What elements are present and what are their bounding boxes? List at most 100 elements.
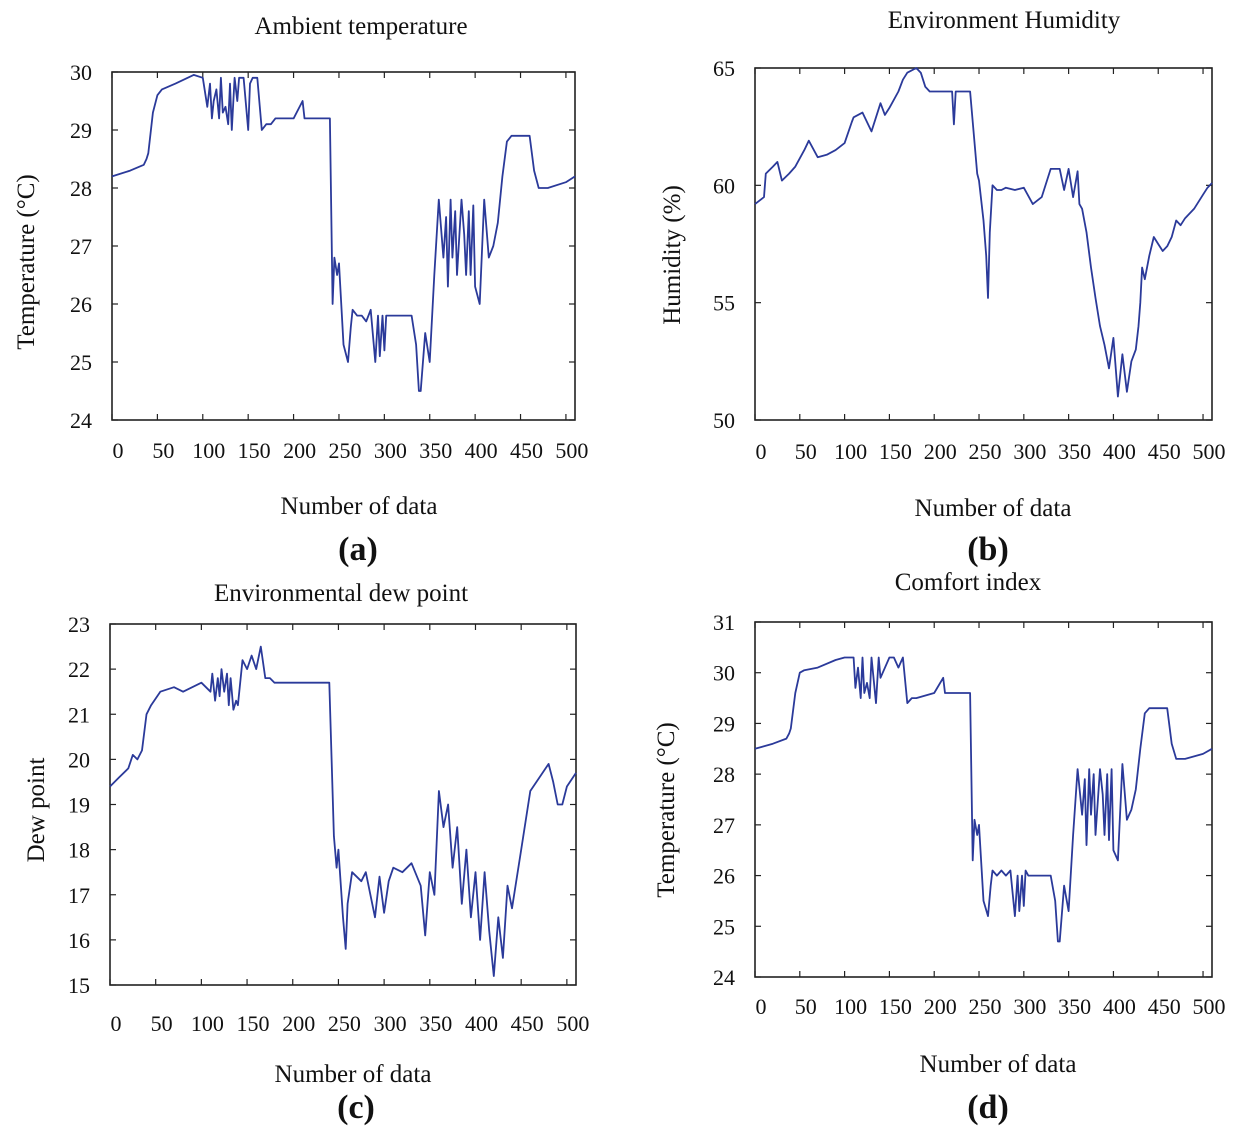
panel-a-x-tick-label-5: 250 [328,438,361,463]
panel-a-x-tick-label-10: 500 [555,438,588,463]
panel-c-y-tick-label-7: 22 [68,657,90,682]
panel-d-y-tick-label-1: 25 [713,914,735,939]
panel-c-title: Environmental dew point [214,580,468,607]
panel-a-y-label: Temperature (°C) [13,174,40,350]
panel-b-x-ticks: 0 50 100 150 200 250 300 350 400 450 500 [754,68,1226,464]
panel-b-label: (b) [967,531,1009,568]
panel-b-x-label: Number of data [915,495,1072,522]
panel-c-x-tick-label-10: 500 [556,1011,589,1036]
panel-d-y-tick-label-2: 26 [713,864,735,889]
panel-d-x-ticks: 0 50 100 150 200 250 300 350 400 450 500 [754,622,1226,1019]
panel-a-y-tick-label-6: 30 [70,60,92,85]
panel-c-x-label: Number of data [275,1061,432,1088]
panel-d-x-tick-label-1: 50 [795,994,817,1019]
panel-d-x-tick-label-9: 450 [1148,994,1181,1019]
panel-a-label: (a) [338,531,378,568]
panel-d-y-tick-label-0: 24 [713,965,735,990]
panel-d-y-tick-label-3: 27 [713,813,735,838]
panel-d-y-tick-label-6: 30 [713,661,735,686]
panel-c-y-tick-label-2: 17 [68,883,90,908]
panel-a-x-tick-label-1: 50 [152,438,174,463]
panel-d: Comfort index 24 25 26 27 28 29 30 31 0 50 100 150… [653,569,1226,1126]
panel-a-x-ticks: 0 50 100 150 200 250 300 350 400 450 500 [111,72,588,463]
panel-d-x-tick-label-8: 400 [1103,994,1136,1019]
panel-d-x-tick-label-2: 100 [834,994,867,1019]
panel-a-x-tick-label-6: 300 [374,438,407,463]
panel-c-y-tick-label-0: 15 [68,973,90,998]
panel-a-x-tick-label-7: 350 [419,438,452,463]
panel-d-y-tick-label-5: 29 [713,711,735,736]
panel-b-y-ticks: 50 55 60 65 [713,56,1212,433]
panel-c-x-tick-label-7: 350 [419,1011,452,1036]
panel-c-y-tick-label-4: 19 [68,793,90,818]
panel-c-y-tick-label-8: 23 [68,612,90,637]
panel-b-x-tick-label-7: 350 [1058,439,1091,464]
panel-d-label: (d) [967,1089,1009,1126]
panel-a-x-tick-label-0: 0 [113,438,124,463]
panel-c-label: (c) [337,1089,375,1126]
panel-a-plot-frame [111,71,576,421]
panel-b-y-label: Humidity (%) [659,185,686,325]
panel-a-y-tick-label-0: 24 [70,408,92,433]
panel-d-y-tick-label-7: 31 [713,610,735,635]
panel-a-y-tick-label-4: 28 [70,176,92,201]
panel-c-series-line [109,645,577,977]
panel-b-title: Environment Humidity [888,7,1121,34]
panel-a-series-line [111,74,576,392]
panel-b: Environment Humidity 50 55 60 65 0 50 100 150 2… [659,7,1226,568]
panel-c-y-label: Dew point [23,758,50,863]
panel-b-x-tick-label-1: 50 [795,439,817,464]
panel-a-x-tick-label-9: 450 [510,438,543,463]
panel-c-y-tick-label-5: 20 [68,747,90,772]
panel-d-series-line [754,656,1213,943]
panel-d-title: Comfort index [895,569,1042,596]
panel-b-x-tick-label-6: 300 [1013,439,1046,464]
panel-b-series-line [754,67,1213,398]
panel-d-x-tick-label-7: 350 [1058,994,1091,1019]
panel-d-x-tick-label-0: 0 [756,994,767,1019]
panel-b-x-tick-label-3: 150 [879,439,912,464]
panel-b-y-tick-label-3: 65 [713,56,735,81]
panel-c-plot-frame [109,623,577,986]
panel-a-x-label: Number of data [281,493,438,520]
panel-c-x-tick-label-2: 100 [191,1011,224,1036]
panel-d-y-label: Temperature (°C) [653,722,680,898]
panel-a-x-tick-label-8: 400 [465,438,498,463]
panel-c-x-tick-label-4: 200 [282,1011,315,1036]
panel-c-x-tick-label-0: 0 [111,1011,122,1036]
panel-c-y-tick-label-3: 18 [68,838,90,863]
panel-d-plot-frame [754,621,1213,978]
panel-b-x-tick-label-0: 0 [756,439,767,464]
panel-c-x-tick-label-3: 150 [237,1011,270,1036]
panel-a-x-tick-label-4: 200 [283,438,316,463]
panel-a: Ambient temperature 24 25 26 27 28 29 30 0 50 10… [13,13,588,568]
panel-d-x-label: Number of data [920,1051,1077,1078]
panel-c-x-tick-label-9: 450 [511,1011,544,1036]
panel-d-x-tick-label-4: 200 [924,994,957,1019]
panel-b-plot-frame [754,67,1213,421]
panel-b-x-tick-label-5: 250 [969,439,1002,464]
panel-c-x-tick-label-5: 250 [328,1011,361,1036]
panel-b-x-tick-label-2: 100 [834,439,867,464]
panel-a-x-tick-label-3: 150 [238,438,271,463]
panel-b-y-tick-label-0: 50 [713,408,735,433]
panel-a-y-ticks: 24 25 26 27 28 29 30 [70,60,575,433]
panel-c-x-tick-label-1: 50 [151,1011,173,1036]
panel-b-y-tick-label-2: 60 [713,173,735,198]
panel-d-x-tick-label-3: 150 [879,994,912,1019]
panel-d-x-tick-label-5: 250 [969,994,1002,1019]
panel-a-y-tick-label-5: 29 [70,118,92,143]
panel-c-y-tick-label-6: 21 [68,702,90,727]
panel-b-x-tick-label-4: 200 [924,439,957,464]
panel-b-x-tick-label-8: 400 [1103,439,1136,464]
panel-d-y-tick-label-4: 28 [713,762,735,787]
panel-c-y-tick-label-1: 16 [68,928,90,953]
panel-c-y-ticks: 15 16 17 18 19 20 21 22 23 [68,612,576,998]
panel-d-x-tick-label-6: 300 [1013,994,1046,1019]
panel-b-x-tick-label-9: 450 [1148,439,1181,464]
panel-a-y-tick-label-3: 27 [70,234,92,259]
panel-b-x-tick-label-10: 500 [1193,439,1226,464]
panel-a-y-tick-label-2: 26 [70,292,92,317]
panel-c-x-ticks: 0 50 100 150 200 250 300 350 400 450 500 [109,624,589,1036]
